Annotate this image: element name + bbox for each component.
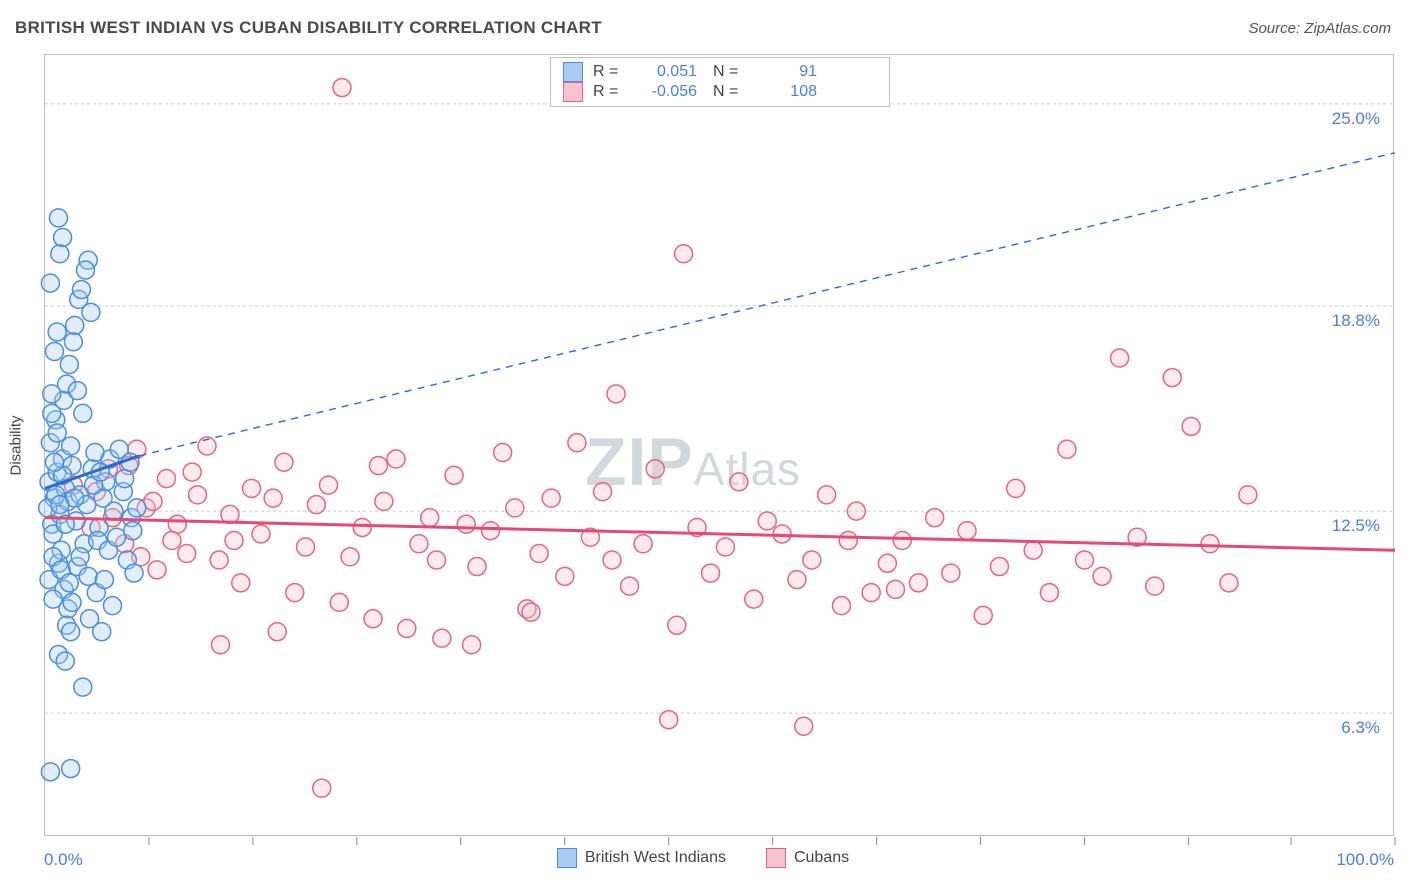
y-tick-label: 18.8% <box>1332 311 1380 331</box>
legend-label-cubans: Cubans <box>794 849 849 867</box>
y-axis-label: Disability <box>8 54 24 836</box>
plot-area: ZIPAtlas R = 0.051 N = 91 R = -0.056 N = 108 <box>44 54 1394 836</box>
legend-item-bwi: British West Indians <box>557 848 726 868</box>
stats-legend-row: R = -0.056 N = 108 <box>563 82 877 102</box>
r-value: 0.051 <box>635 63 697 81</box>
y-tick-label: 12.5% <box>1332 516 1380 536</box>
stats-swatch <box>563 62 583 82</box>
legend-item-cubans: Cubans <box>766 848 849 868</box>
watermark: ZIPAtlas <box>585 423 1005 501</box>
r-label: R = <box>593 63 629 81</box>
n-label: N = <box>713 83 749 101</box>
y-tick-label: 6.3% <box>1341 718 1380 738</box>
legend-label-bwi: British West Indians <box>585 849 726 867</box>
chart-svg: ZIPAtlas R = 0.051 N = 91 R = -0.056 N = 108 <box>45 55 1395 837</box>
n-value: 91 <box>755 63 817 81</box>
source-attribution: Source: ZipAtlas.com <box>1248 20 1391 37</box>
legend-swatch-bwi <box>557 848 577 868</box>
stats-legend: R = 0.051 N = 91 R = -0.056 N = 108 <box>550 57 890 107</box>
bottom-legend: British West Indians Cubans <box>0 848 1406 868</box>
y-tick-label: 25.0% <box>1332 109 1380 129</box>
legend-swatch-cubans <box>766 848 786 868</box>
n-label: N = <box>713 63 749 81</box>
r-value: -0.056 <box>635 83 697 101</box>
stats-swatch <box>563 82 583 102</box>
r-label: R = <box>593 83 629 101</box>
stats-legend-row: R = 0.051 N = 91 <box>563 62 877 82</box>
n-value: 108 <box>755 83 817 101</box>
chart-title: BRITISH WEST INDIAN VS CUBAN DISABILITY … <box>15 18 602 38</box>
